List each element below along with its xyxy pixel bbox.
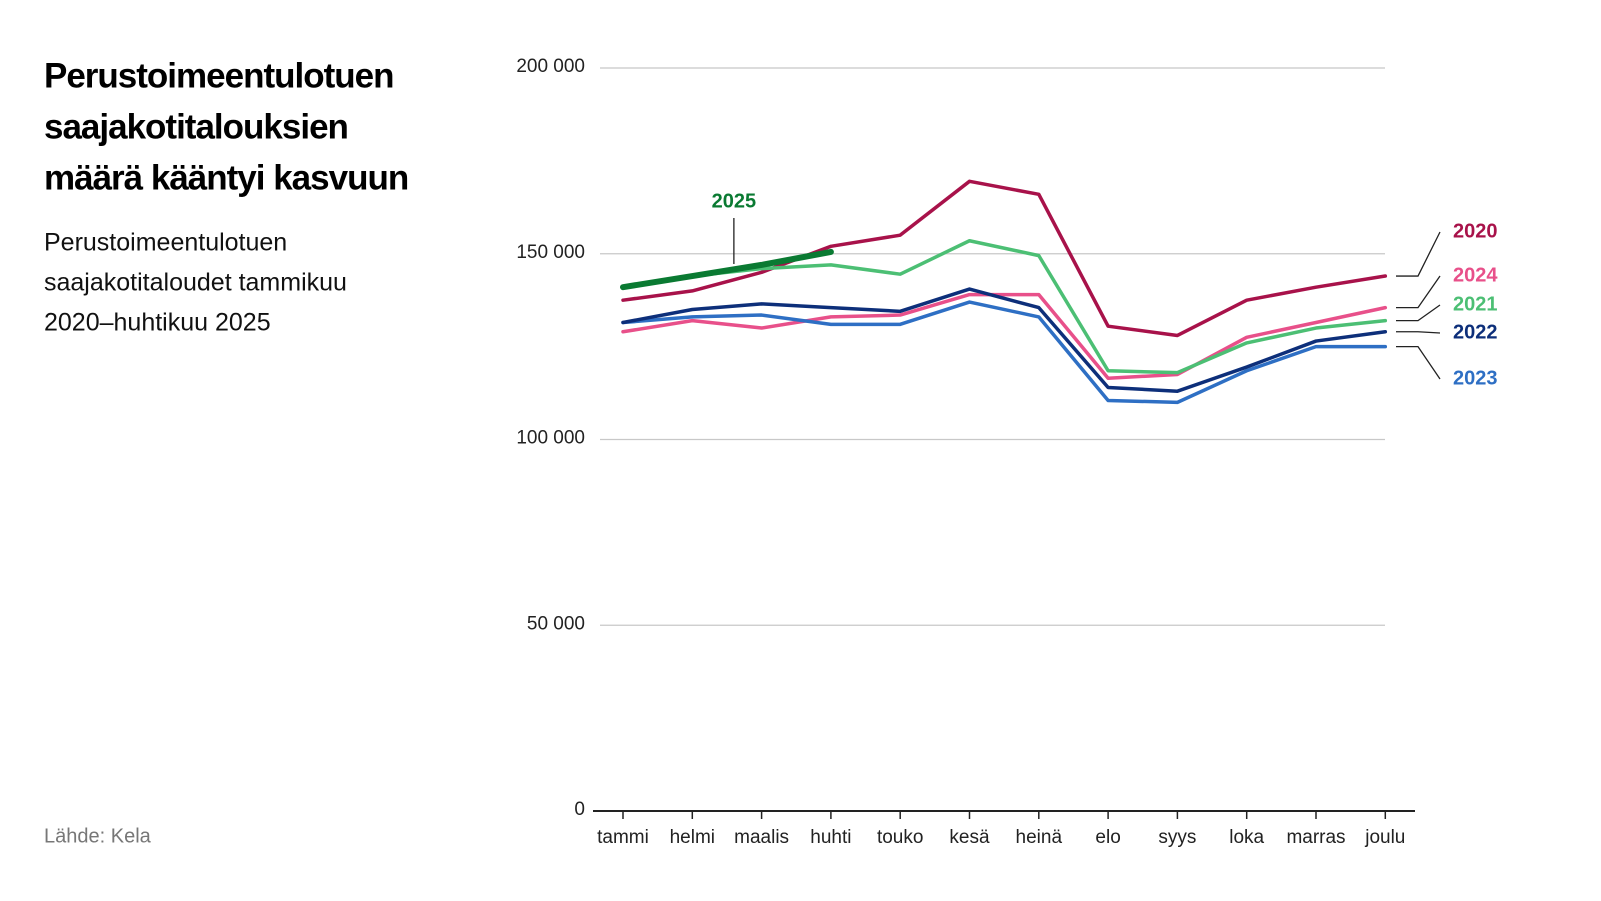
y-tick-label: 100 000: [516, 428, 585, 449]
x-tick-label: marras: [1286, 827, 1345, 848]
x-tick-label: helmi: [670, 827, 715, 848]
chart-title: Perustoimeentulotuen: [44, 56, 393, 95]
series-line: [621, 292, 1388, 380]
series-label: 2023: [1453, 367, 1498, 389]
x-tick-label: heinä: [1016, 827, 1063, 848]
x-tick-label: huhti: [810, 827, 851, 848]
series-line: [621, 238, 1388, 375]
leader-line: [1396, 345, 1441, 380]
x-tick-label: maalis: [734, 827, 789, 848]
leader-line: [1396, 304, 1441, 322]
x-tick-label: elo: [1095, 827, 1120, 848]
chart-title: saajakotitalouksien: [44, 107, 348, 146]
y-tick-label: 200 000: [516, 56, 585, 77]
x-tick-label: tammi: [597, 827, 649, 848]
series-line: [621, 300, 1388, 405]
leader-line: [1396, 331, 1441, 334]
x-tick-label: kesä: [949, 827, 990, 848]
series-line: [620, 248, 834, 291]
subtitle: 2020–huhtikuu 2025: [44, 309, 271, 337]
series-label: 2021: [1453, 293, 1498, 315]
source: Lähde: Kela: [44, 825, 152, 847]
leader-line: [1396, 231, 1441, 277]
series-label: 2022: [1453, 321, 1498, 343]
x-tick-label: syys: [1158, 827, 1196, 848]
series-label: 2024: [1453, 264, 1498, 286]
subtitle: saajakotitaloudet tammikuu: [44, 269, 347, 297]
y-tick-label: 50 000: [527, 613, 585, 634]
subtitle: Perustoimeentulotuen: [44, 229, 287, 257]
x-tick-label: loka: [1229, 827, 1264, 848]
leader-line: [1396, 275, 1441, 309]
x-tick-label: touko: [877, 827, 923, 848]
y-tick-label: 150 000: [516, 242, 585, 263]
series-label: 2025: [712, 190, 757, 212]
y-tick-label: 0: [574, 799, 585, 820]
chart-title: määrä kääntyi kasvuun: [44, 158, 408, 197]
series-label: 2020: [1453, 220, 1498, 242]
x-tick-label: joulu: [1364, 827, 1405, 848]
series-line: [621, 179, 1388, 338]
series-line: [621, 287, 1388, 393]
